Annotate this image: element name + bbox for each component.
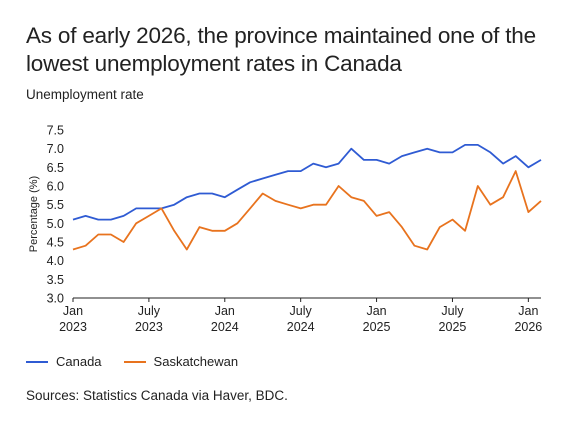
y-tick-label: 5.5 (47, 198, 64, 212)
legend-item-saskatchewan: Saskatchewan (123, 354, 239, 369)
source-note: Sources: Statistics Canada via Haver, BD… (26, 388, 288, 403)
x-tick-month: Jan (518, 304, 538, 318)
x-axis-ticks: Jan 2023 July 2023 Jan 2024 July 2024 Jan 2025 Jul… (59, 298, 542, 334)
x-tick-month: July (290, 304, 313, 318)
legend: Canada Saskatchewan (26, 354, 260, 369)
y-axis-ticks: 3.0 3.5 4.0 4.5 5.0 5.5 6.0 6.5 7.0 7.5 (47, 124, 64, 306)
x-tick-year: 2025 (363, 320, 391, 334)
x-tick-month: July (138, 304, 161, 318)
x-tick-year: 2023 (59, 320, 87, 334)
y-tick-label: 6.5 (47, 161, 64, 175)
x-tick-year: 2023 (135, 320, 163, 334)
legend-label-canada: Canada (56, 354, 102, 369)
series-lines (72, 143, 542, 251)
y-axis-label: Percentage (%) (28, 176, 40, 252)
y-tick-label: 7.0 (47, 142, 64, 156)
y-tick-label: 7.5 (47, 124, 64, 138)
x-tick-month: July (441, 304, 464, 318)
x-tick-month: Jan (366, 304, 386, 318)
legend-item-canada: Canada (26, 354, 102, 369)
chart-subtitle: Unemployment rate (26, 87, 144, 102)
legend-swatch-saskatchewan (123, 360, 146, 363)
x-tick-year: 2025 (439, 320, 467, 334)
x-tick-year: 2026 (514, 320, 542, 334)
series-line-saskatchewan (72, 170, 542, 251)
x-tick-year: 2024 (211, 320, 239, 334)
y-tick-label: 4.5 (47, 236, 64, 250)
y-tick-label: 3.5 (47, 273, 64, 287)
x-tick-year: 2024 (287, 320, 315, 334)
legend-label-saskatchewan: Saskatchewan (153, 354, 239, 369)
chart-title: As of early 2026, the province maintaine… (26, 23, 536, 76)
x-tick-month: Jan (215, 304, 235, 318)
y-tick-label: 4.0 (47, 254, 64, 268)
y-tick-label: 5.0 (47, 217, 64, 231)
series-line-canada (72, 143, 542, 221)
y-tick-label: 6.0 (47, 180, 64, 194)
y-tick-label: 3.0 (47, 292, 64, 306)
legend-swatch-canada (26, 360, 48, 363)
x-tick-month: Jan (63, 304, 83, 318)
